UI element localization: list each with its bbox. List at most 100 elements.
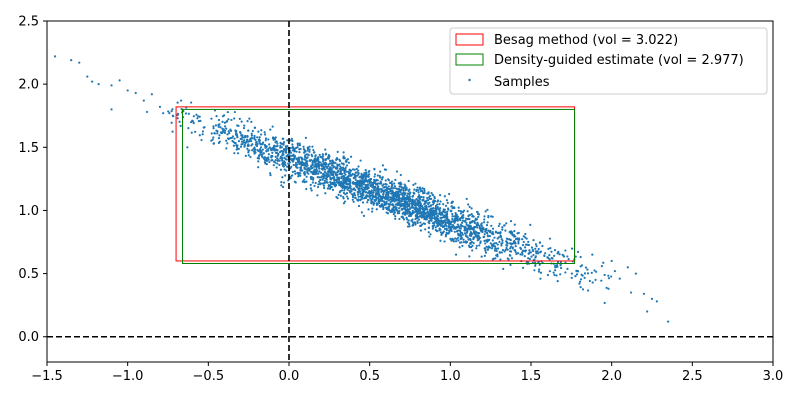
- sample-point: [476, 212, 480, 216]
- sample-point: [428, 194, 432, 198]
- sample-point: [366, 188, 369, 191]
- sample-point: [298, 151, 301, 154]
- sample-point: [320, 164, 323, 167]
- sample-point: [201, 133, 204, 136]
- sample-point: [451, 207, 454, 210]
- sample-point: [292, 163, 295, 167]
- sample-point: [510, 250, 513, 253]
- sample-point: [346, 183, 349, 186]
- sample-point: [346, 197, 350, 200]
- sample-point: [441, 216, 445, 219]
- sample-point: [271, 136, 275, 139]
- sample-point: [532, 253, 535, 257]
- sample-point: [341, 183, 344, 187]
- sample-point: [298, 144, 302, 147]
- sample-point: [441, 213, 444, 216]
- sample-point: [280, 149, 283, 153]
- sample-point: [110, 84, 113, 87]
- sample-point: [459, 233, 462, 236]
- sample-point: [398, 217, 401, 221]
- sample-point: [424, 228, 427, 231]
- sample-point: [566, 267, 569, 270]
- sample-point: [444, 223, 447, 227]
- sample-point: [293, 149, 296, 153]
- sample-point: [605, 286, 608, 289]
- sample-point: [330, 161, 333, 165]
- sample-point: [475, 231, 478, 234]
- sample-point: [272, 164, 275, 167]
- sample-point: [548, 254, 551, 257]
- sample-point: [583, 272, 587, 275]
- sample-point: [508, 231, 511, 234]
- sample-point: [422, 208, 425, 211]
- sample-point: [531, 248, 534, 251]
- sample-point: [464, 234, 467, 237]
- sample-point: [443, 195, 446, 198]
- sample-point: [304, 136, 307, 139]
- sample-point: [471, 244, 474, 247]
- sample-point: [431, 207, 434, 210]
- sample-point: [233, 110, 236, 114]
- sample-point: [312, 176, 315, 180]
- sample-point: [488, 235, 492, 238]
- sample-point: [534, 250, 537, 253]
- sample-point: [387, 206, 390, 209]
- sample-point: [78, 61, 81, 64]
- sample-point: [519, 253, 522, 256]
- sample-point: [358, 187, 361, 190]
- sample-point: [427, 202, 430, 206]
- sample-point: [439, 231, 442, 234]
- sample-point: [261, 143, 264, 146]
- sample-point: [442, 224, 445, 227]
- sample-point: [536, 250, 539, 253]
- sample-point: [421, 187, 424, 190]
- sample-point: [196, 117, 199, 120]
- sample-point: [367, 198, 370, 202]
- sample-point: [547, 257, 550, 260]
- sample-point: [358, 176, 361, 179]
- legend-label-samples: Samples: [494, 75, 550, 90]
- sample-point: [486, 208, 489, 211]
- sample-point: [533, 258, 536, 261]
- sample-point: [478, 224, 481, 228]
- sample-point: [439, 213, 442, 216]
- legend-swatch-density-guided: [455, 53, 484, 66]
- sample-point: [318, 180, 321, 183]
- sample-point: [145, 110, 149, 114]
- sample-point: [200, 138, 203, 142]
- sample-point: [448, 220, 451, 224]
- sample-point: [246, 135, 249, 138]
- sample-point: [343, 176, 346, 180]
- sample-point: [500, 244, 503, 247]
- sample-point: [607, 287, 610, 290]
- sample-point: [322, 173, 326, 176]
- sample-point: [260, 129, 263, 132]
- sample-point: [240, 120, 243, 123]
- sample-point: [431, 225, 434, 228]
- sample-point: [439, 239, 442, 242]
- sample-point: [667, 320, 670, 323]
- sample-point: [487, 229, 490, 232]
- sample-point: [316, 194, 319, 197]
- sample-point: [432, 221, 436, 225]
- sample-point: [221, 115, 225, 118]
- sample-point: [342, 151, 345, 154]
- sample-point: [274, 158, 277, 162]
- sample-point: [610, 259, 613, 263]
- sample-point: [400, 200, 404, 203]
- sample-point: [405, 186, 408, 190]
- sample-point: [328, 168, 331, 171]
- x-tick-label: 0.0: [279, 369, 300, 384]
- sample-point: [286, 165, 289, 168]
- sample-point: [511, 232, 514, 235]
- sample-point: [285, 154, 288, 157]
- sample-point: [521, 238, 524, 241]
- sample-point: [383, 186, 386, 189]
- sample-point: [550, 257, 553, 260]
- sample-point: [277, 158, 280, 161]
- sample-point: [527, 252, 530, 255]
- sample-point: [313, 151, 316, 154]
- sample-point: [452, 227, 455, 230]
- sample-point: [374, 192, 378, 195]
- sample-point: [328, 166, 332, 169]
